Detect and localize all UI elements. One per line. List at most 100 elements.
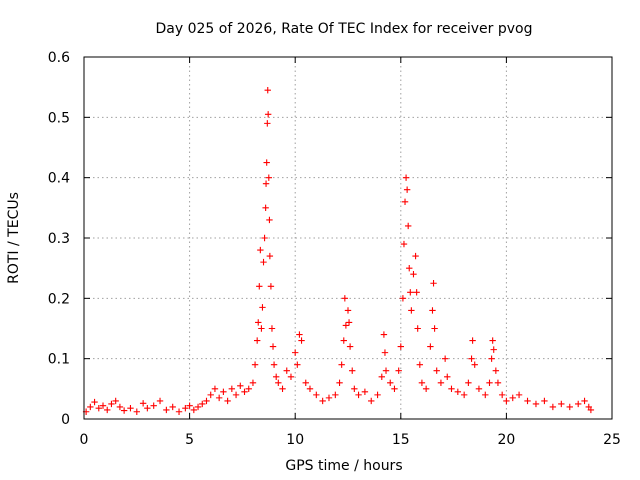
y-tick-label: 0.6 [48,50,70,66]
data-point [190,406,198,414]
data-point [95,404,102,412]
data-point [437,379,445,386]
data-point [87,403,94,411]
data-point [319,397,326,405]
data-point [403,186,411,193]
data-point [336,379,343,386]
data-point [361,388,369,396]
data-point [341,295,349,302]
data-point [378,373,385,380]
data-point [414,325,421,332]
data-point [468,355,475,362]
data-point [410,271,417,278]
data-point [261,234,268,242]
y-tick-labels: 0 0.1 0.2 0.3 0.4 0.5 0.6 [48,50,70,428]
data-point [259,304,266,311]
data-point [220,388,227,396]
data-point [429,307,436,314]
data-point [255,319,262,326]
y-tick-label: 0 [61,412,70,428]
data-point [267,283,275,290]
data-point [460,391,468,399]
data-point [351,385,358,393]
data-point [272,373,280,380]
data-point [262,180,270,187]
data-point [269,343,277,350]
data-point [416,361,424,368]
data-point [139,400,147,407]
data-point [283,367,290,374]
data-point [302,379,309,386]
data-point [374,391,381,399]
data-point [169,403,176,411]
data-point [433,367,440,374]
data-point [306,385,314,393]
data-point [532,400,540,408]
data-point [257,246,264,254]
data-point [346,343,354,350]
data-point [471,361,478,368]
data-point [406,264,413,272]
x-tick-label: 20 [497,432,515,448]
data-point [338,361,345,368]
data-point [264,111,272,118]
data-point [412,252,419,260]
data-point [387,379,394,386]
data-point [368,397,375,405]
data-point [332,391,339,399]
data-point [263,159,270,166]
data-point [397,343,404,350]
data-point [407,289,414,296]
data-point [249,379,257,386]
data-point [264,120,271,127]
data-point [391,385,398,393]
data-point [245,385,252,393]
data-point [99,402,107,409]
data-point [266,252,274,260]
data-point [251,361,259,368]
data-point [207,391,214,399]
data-point [381,349,389,356]
grid-lines [84,57,612,419]
data-point [515,391,523,399]
data-point [492,367,500,374]
data-point [494,379,502,386]
y-tick-label: 0.5 [48,110,70,126]
data-point [524,397,531,405]
y-tick-label: 0.2 [48,291,70,307]
data-point [402,174,410,181]
data-point [404,222,412,230]
data-point [133,408,140,415]
x-tick-labels: 0 5 10 15 20 25 [80,432,621,448]
data-point [549,403,557,411]
data-point [215,394,223,402]
data-point [482,391,489,399]
data-point [127,404,134,412]
data-point [431,325,438,332]
data-point [325,394,333,402]
data-point [163,406,170,414]
data-point [355,391,362,399]
axis-ticks [83,56,613,420]
x-tick-label: 25 [603,432,621,448]
data-point [444,373,451,380]
data-point [228,385,236,393]
data-point [241,388,248,396]
data-point [298,337,305,344]
data-point [270,361,278,368]
x-axis-title: GPS time / hours [285,458,402,474]
data-point [430,280,437,287]
data-point [345,319,353,326]
data-point [489,337,496,344]
y-tick-label: 0.1 [48,352,70,368]
data-point [382,367,390,374]
x-tick-label: 10 [286,432,304,448]
data-point [400,240,408,248]
data-point [475,385,483,393]
data-point [120,407,128,414]
data-point [287,373,295,380]
data-point [275,379,282,386]
data-point [116,403,124,411]
data-point [296,331,303,338]
data-point [232,391,240,399]
